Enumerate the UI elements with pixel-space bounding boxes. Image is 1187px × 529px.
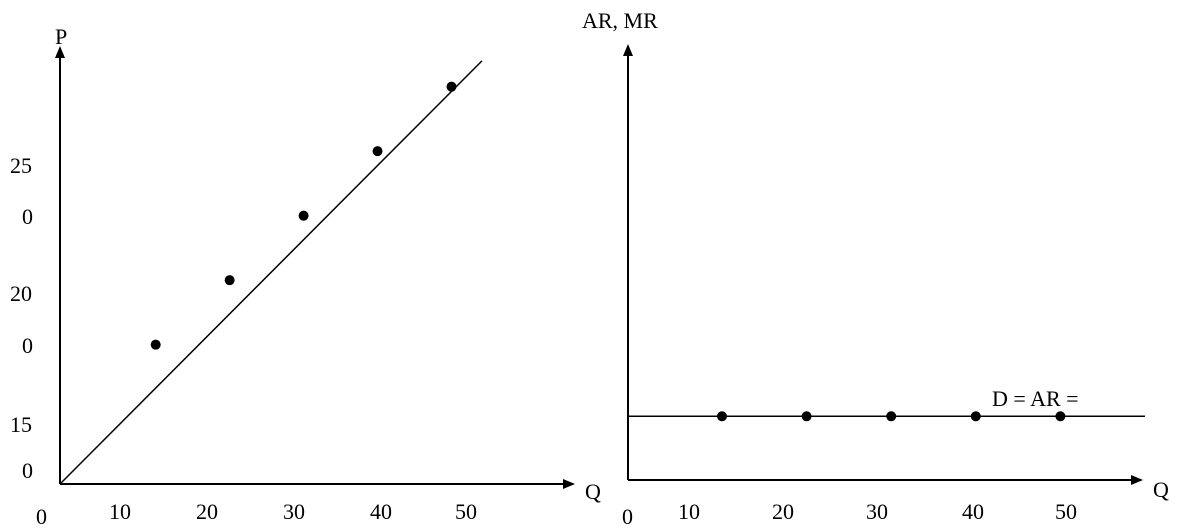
left-y-tick-label: 0 <box>22 333 33 358</box>
right-series-points <box>717 411 1066 422</box>
left-x-axis-label: Q <box>585 479 601 504</box>
right-origin-label: 0 <box>622 504 633 529</box>
right-y-axis-label: AR, MR <box>582 8 658 33</box>
left-origin-label: 0 <box>36 504 47 529</box>
left-x-tick-label: 50 <box>455 499 477 524</box>
right-line-label: D = AR = <box>992 386 1079 411</box>
right-data-point <box>1055 411 1066 422</box>
left-y-tick-label: 15 <box>10 412 32 437</box>
left-series-points <box>150 81 457 350</box>
left-y-axis-label: P <box>55 24 67 49</box>
left-x-tick-label: 40 <box>370 499 392 524</box>
right-x-tick-label: 40 <box>962 499 984 524</box>
right-data-point <box>801 411 812 422</box>
right-x-tick-label: 10 <box>678 499 700 524</box>
right-x-tick-label: 20 <box>772 499 794 524</box>
right-x-tick-label: 30 <box>866 499 888 524</box>
right-data-point <box>886 411 897 422</box>
right-data-point <box>717 411 727 422</box>
left-x-tick-label: 10 <box>109 499 131 524</box>
left-y-tick-label: 25 <box>10 153 32 178</box>
left-data-point <box>372 146 383 157</box>
left-y-tick-label: 20 <box>10 281 32 306</box>
left-data-point <box>446 81 457 92</box>
left-data-point <box>298 210 309 221</box>
right-data-point <box>970 411 981 422</box>
left-series-line <box>59 60 483 485</box>
left-x-tick-label: 20 <box>196 499 218 524</box>
right-x-tick-label: 50 <box>1055 499 1077 524</box>
right-chart: AR, MR Q 0 10 20 30 40 50 D = AR = <box>582 8 1169 529</box>
left-y-tick-label: 0 <box>22 458 33 483</box>
left-y-tick-label: 0 <box>22 204 33 229</box>
left-data-point <box>224 275 235 286</box>
left-chart: P Q 0 10 20 30 40 50 0 15 0 20 0 25 <box>10 24 601 529</box>
right-x-axis-label: Q <box>1153 477 1169 502</box>
left-x-tick-label: 30 <box>283 499 305 524</box>
left-data-point <box>150 339 161 350</box>
